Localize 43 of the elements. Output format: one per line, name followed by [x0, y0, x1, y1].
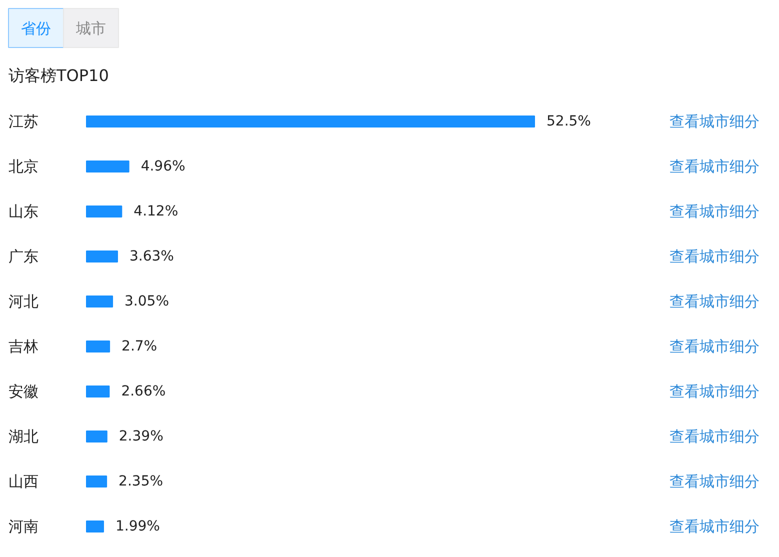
data-label: 3.05% [124, 294, 170, 310]
y-tick-label: 湖北 [8, 428, 38, 446]
text: 查看城市细分 [670, 338, 760, 356]
y-tick-label: 江苏 [8, 112, 38, 130]
bar [86, 116, 535, 128]
data-label: 52.5% [546, 114, 591, 130]
bar [86, 250, 118, 262]
data-label: 2.35% [118, 474, 164, 490]
y-tick-label: 北京 [8, 158, 38, 176]
text: 查看城市细分 [670, 472, 760, 490]
text: 查看城市细分 [670, 202, 760, 220]
text: 城市 [75, 20, 106, 38]
text: 查看城市细分 [670, 292, 760, 310]
y-tick-label: 河北 [8, 292, 38, 310]
data-label: 4.96% [140, 158, 186, 174]
data-label: 1.99% [115, 518, 160, 534]
chart-title: 访客榜TOP10 [8, 66, 109, 85]
bar [86, 476, 108, 488]
data-label: 2.39% [118, 428, 164, 444]
text: 查看城市细分 [670, 112, 760, 130]
text: 查看城市细分 [670, 428, 760, 446]
data-label: 2.7% [122, 338, 158, 354]
y-tick-label: 安徽 [8, 382, 38, 400]
text: 省份 [21, 20, 51, 38]
bar [86, 386, 110, 398]
bar [86, 520, 104, 532]
text: 查看城市细分 [670, 158, 760, 176]
bar [86, 340, 110, 352]
y-tick-label: 广东 [8, 248, 38, 266]
data-label: 2.66% [121, 384, 166, 400]
y-tick-label: 山东 [8, 202, 38, 220]
text: 查看城市细分 [670, 382, 760, 400]
data-label: 3.63% [129, 248, 174, 264]
data-label: 4.12% [134, 204, 178, 220]
bar [86, 160, 130, 172]
bar [86, 296, 114, 308]
bar [86, 430, 108, 442]
text: 查看城市细分 [670, 518, 760, 536]
text: 查看城市细分 [670, 248, 760, 266]
y-tick-label: 吉林 [8, 338, 38, 356]
y-tick-label: 河南 [8, 518, 38, 536]
bar [86, 206, 122, 218]
y-tick-label: 山西 [8, 472, 38, 490]
